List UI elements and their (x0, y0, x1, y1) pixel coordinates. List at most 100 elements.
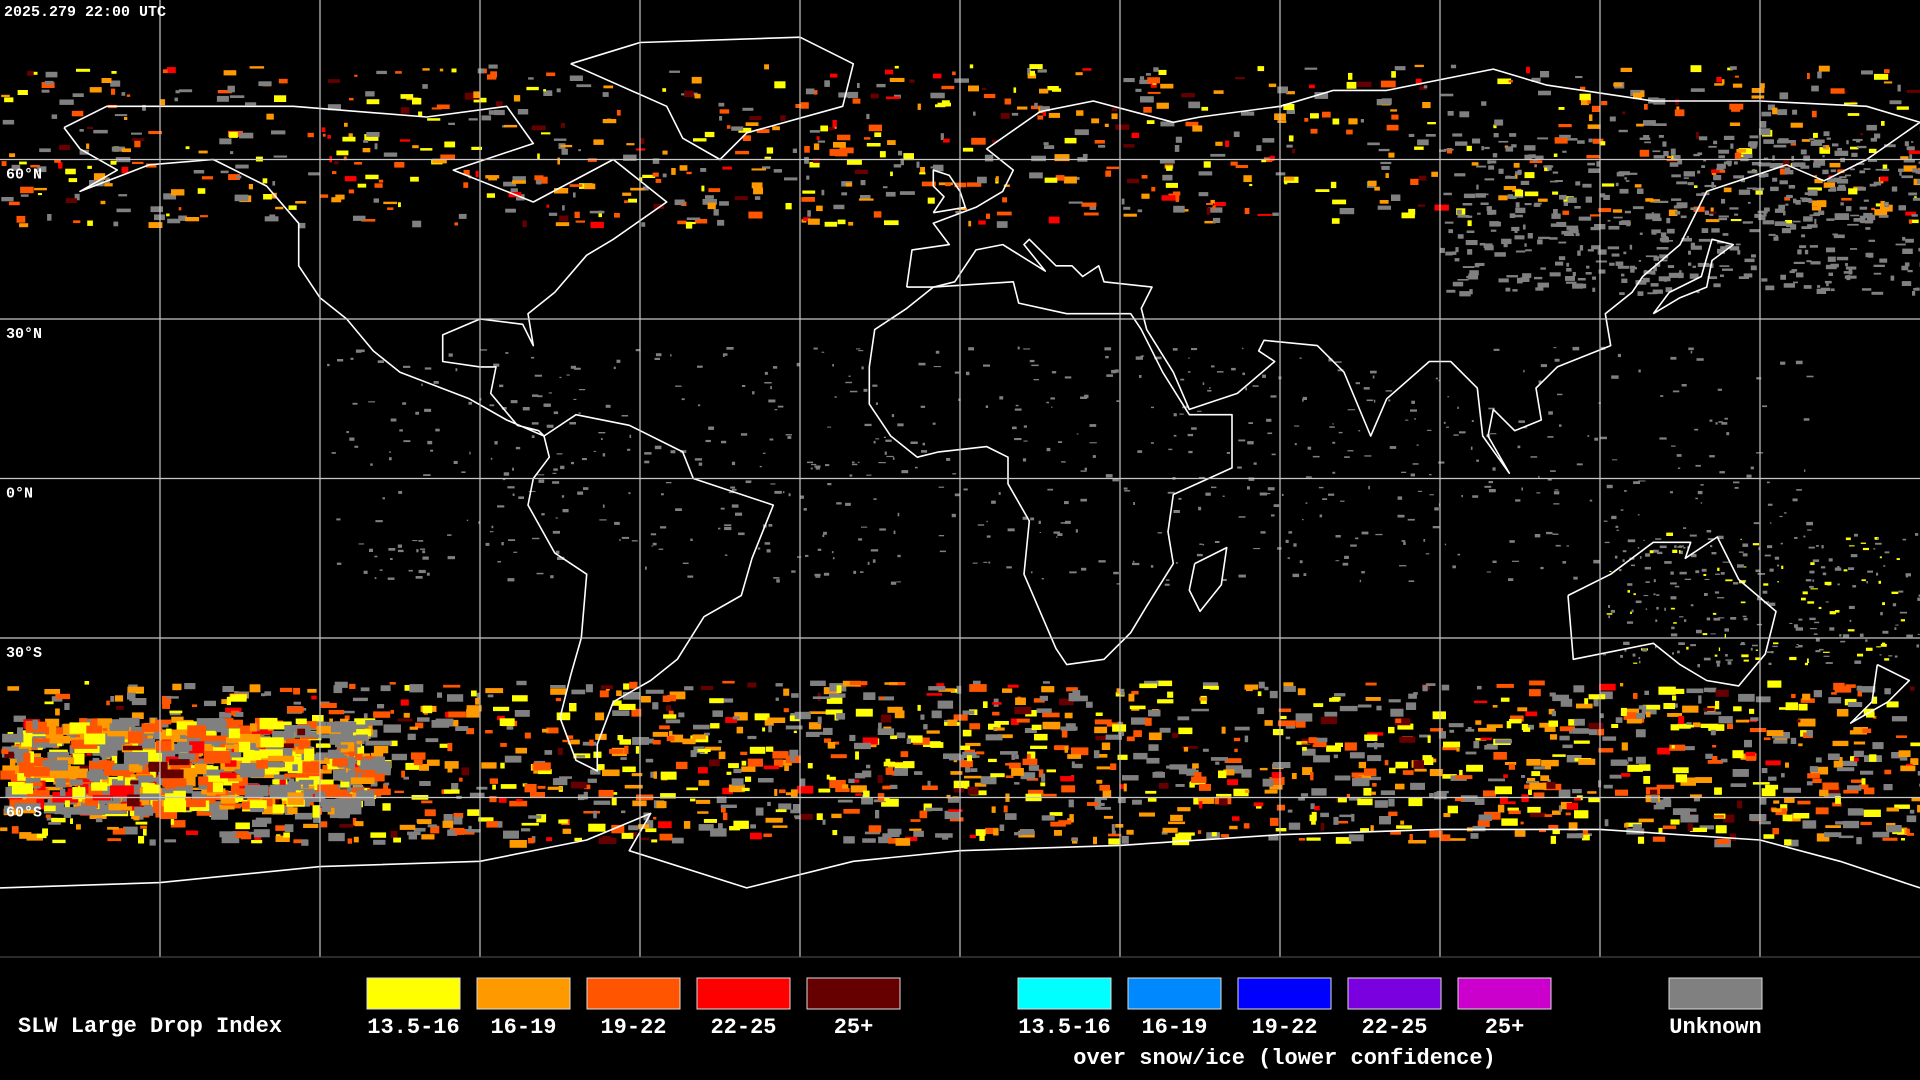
cloud-pixel (674, 199, 685, 206)
cloud-pixel (166, 67, 176, 74)
cloud-pixel (378, 179, 384, 183)
cloud-pixel (492, 784, 496, 790)
cloud-pixel (44, 701, 54, 705)
cloud-pixel (1779, 207, 1785, 213)
cloud-pixel (927, 780, 931, 786)
cloud-pixel (1373, 399, 1376, 403)
cloud-pixel (1901, 281, 1912, 286)
cloud-pixel (1488, 778, 1505, 782)
cloud-pixel (1652, 289, 1663, 294)
cloud-pixel (1910, 686, 1915, 691)
cloud-pixel (1395, 783, 1405, 790)
cloud-pixel (1106, 166, 1119, 170)
cloud-pixel (1888, 655, 1893, 657)
cloud-pixel (1466, 145, 1472, 152)
cloud-pixel (1686, 235, 1689, 241)
cloud-pixel (116, 208, 131, 213)
cloud-pixel (16, 215, 26, 223)
cloud-pixel (922, 442, 925, 446)
cloud-pixel (505, 352, 509, 354)
cloud-pixel (349, 97, 354, 101)
cloud-pixel (37, 166, 47, 173)
cloud-pixel (1275, 828, 1287, 832)
cloud-pixel (1123, 78, 1135, 83)
cloud-pixel (328, 79, 340, 83)
cloud-pixel (1574, 718, 1585, 726)
cloud-pixel (1611, 375, 1619, 379)
cloud-pixel (1137, 209, 1143, 213)
cloud-pixel (1843, 569, 1848, 572)
cloud-pixel (311, 695, 317, 700)
cloud-pixel (403, 365, 411, 368)
cloud-pixel (720, 507, 725, 510)
cloud-pixel (397, 718, 413, 722)
cloud-pixel (1790, 122, 1803, 128)
cloud-pixel (1217, 371, 1224, 373)
cloud-pixel (884, 451, 887, 455)
cloud-pixel (1083, 212, 1099, 216)
cloud-pixel (962, 751, 977, 759)
cloud-pixel (293, 701, 301, 705)
cloud-pixel (1653, 256, 1659, 261)
cloud-pixel (821, 189, 825, 196)
cloud-pixel (749, 116, 762, 120)
cloud-pixel (1872, 696, 1878, 704)
cloud-pixel (983, 93, 996, 99)
cloud-pixel (772, 751, 789, 759)
cloud-pixel (1848, 605, 1855, 609)
cloud-pixel (849, 474, 853, 477)
cloud-pixel (589, 739, 594, 746)
cloud-pixel (758, 778, 774, 783)
cloud-pixel (1711, 228, 1720, 233)
cloud-pixel (1027, 751, 1036, 760)
cloud-pixel (1737, 564, 1744, 568)
cloud-pixel (1693, 206, 1705, 212)
cloud-pixel (1642, 277, 1650, 283)
cloud-pixel (884, 220, 899, 226)
cloud-pixel (348, 189, 355, 194)
cloud-pixel (142, 104, 146, 111)
cloud-pixel (1380, 80, 1396, 88)
cloud-pixel (1153, 67, 1159, 72)
cloud-pixel (222, 686, 234, 692)
cloud-pixel (374, 577, 377, 580)
cloud-pixel (142, 738, 155, 749)
cloud-pixel (774, 789, 778, 796)
cloud-pixel (1440, 247, 1445, 253)
cloud-pixel (1388, 811, 1398, 816)
cloud-pixel (1689, 534, 1697, 537)
cloud-pixel (1839, 634, 1842, 637)
cloud-pixel (265, 743, 289, 754)
cloud-pixel (448, 353, 453, 357)
cloud-pixel (1264, 493, 1271, 495)
graticule: 60°N30°N0°N30°S60°S (0, 0, 1920, 957)
cloud-pixel (873, 211, 882, 218)
cloud-pixel (418, 540, 424, 542)
cloud-pixel (1429, 830, 1443, 838)
cloud-pixel (1658, 686, 1676, 695)
cloud-pixel (1815, 650, 1821, 653)
cloud-pixel (1786, 223, 1794, 228)
cloud-pixel (1573, 740, 1590, 744)
cloud-pixel (631, 708, 642, 717)
cloud-pixel (823, 572, 830, 576)
cloud-pixel (1666, 217, 1671, 224)
cloud-pixel (849, 734, 856, 742)
cloud-pixel (1692, 722, 1701, 728)
cloud-pixel (1759, 821, 1771, 825)
cloud-pixel (1527, 777, 1536, 782)
cloud-pixel (1335, 742, 1343, 747)
cloud-pixel (1465, 751, 1477, 755)
cloud-pixel (1242, 372, 1245, 376)
cloud-pixel (320, 702, 337, 708)
cloud-pixel (783, 491, 785, 494)
cloud-pixel (954, 371, 960, 374)
cloud-pixel (685, 221, 693, 229)
cloud-pixel (1851, 779, 1864, 783)
cloud-pixel (882, 186, 888, 189)
cloud-pixel (1738, 276, 1749, 279)
cloud-pixel (1735, 719, 1749, 723)
cloud-pixel (1710, 207, 1714, 212)
cloud-pixel (1696, 358, 1704, 361)
cloud-pixel (1912, 197, 1920, 201)
